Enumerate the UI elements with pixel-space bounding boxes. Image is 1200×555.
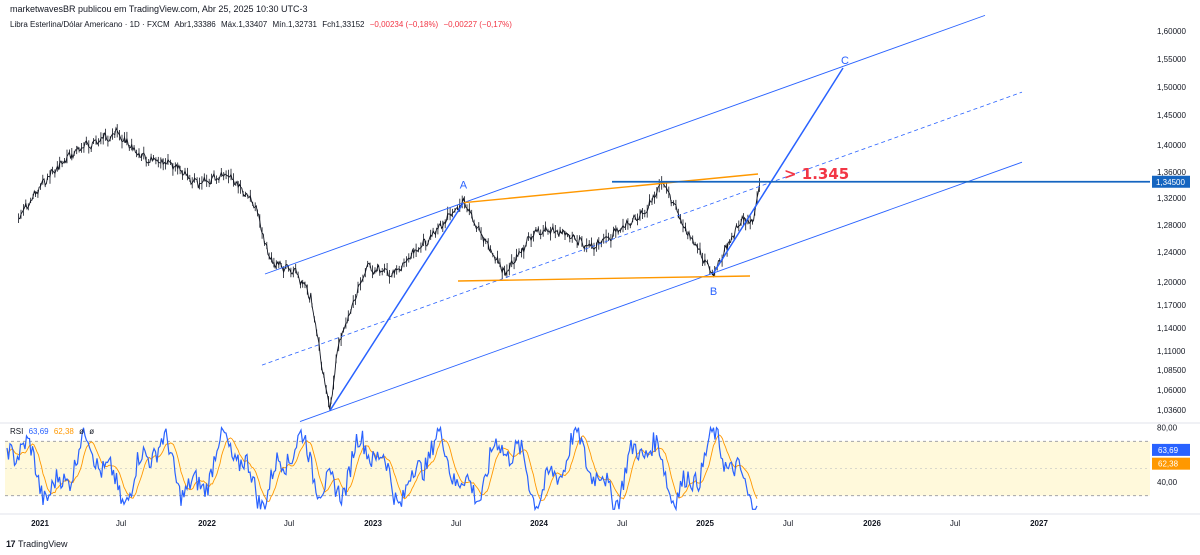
time-tick-label: 2026 xyxy=(863,519,881,528)
wave-leg-c xyxy=(712,67,844,274)
main-pane: 1,60000 1,55000 1,50000 1,45000 1,40000 1,360… xyxy=(0,14,1200,515)
rsi-value: 63,69 xyxy=(28,427,49,436)
time-tick-label: 2025 xyxy=(696,519,714,528)
rsi-value-box xyxy=(1152,443,1190,456)
price-line xyxy=(18,126,760,410)
ohlc-close: Fch1,33152 xyxy=(322,20,365,29)
rsi-extra-1: ø xyxy=(79,427,84,436)
wave-label-c: C xyxy=(841,55,849,67)
price-tick-label: 1,14000 xyxy=(1157,324,1186,333)
candle-series xyxy=(18,124,760,410)
time-tick-label: 2022 xyxy=(198,519,216,528)
time-tick-label: Jul xyxy=(451,519,461,528)
price-tick-label: 1,55000 xyxy=(1157,55,1186,64)
price-label-box xyxy=(1152,175,1190,188)
price-tick-label: 1,08500 xyxy=(1157,366,1186,375)
footer: 17 TradingView xyxy=(6,539,68,549)
price-tick-label: 1,60000 xyxy=(1157,27,1186,36)
channel-lower-line xyxy=(299,161,1023,422)
time-tick-label: Jul xyxy=(116,519,126,528)
price-tick-label: 1,40000 xyxy=(1157,141,1186,150)
rsi-line xyxy=(6,425,758,512)
price-tick-label: 1,50000 xyxy=(1157,83,1186,92)
price-tick-label: 1,28000 xyxy=(1157,221,1186,230)
rsi-extra-2: ø xyxy=(89,427,95,436)
ohlc-open: Abr1,33386 xyxy=(174,20,216,29)
symbol-bar: Libra Esterlina/Dólar Americano · 1D · F… xyxy=(10,20,515,29)
ohlc-high: Máx.1,33407 xyxy=(221,20,268,29)
time-tick-label: 2021 xyxy=(31,519,49,528)
rsi-pane: 80,00 40,00 63,69 62,38 xyxy=(5,424,1190,512)
ohlc-low: Mín.1,32731 xyxy=(272,20,317,29)
triangle-lower-line xyxy=(457,275,751,282)
rsi-legend[interactable]: RSI 63,69 62,38 ø ø xyxy=(10,427,97,436)
channel-upper-line xyxy=(264,14,986,275)
time-tick-label: Jul xyxy=(284,519,294,528)
price-tick-label: 1,45000 xyxy=(1157,111,1186,120)
price-tick-label: 1,32000 xyxy=(1157,194,1186,203)
price-tick-label: 1,36000 xyxy=(1157,168,1186,177)
tradingview-logo-icon: 17 xyxy=(6,539,16,549)
time-tick-label: 2027 xyxy=(1030,519,1048,528)
rsi-tick-label: 80,00 xyxy=(1157,424,1178,433)
time-tick-label: 2024 xyxy=(530,519,548,528)
rsi-ma-value-box xyxy=(1152,457,1190,470)
triangle-upper-line xyxy=(463,173,759,204)
rsi-ma-value-label: 62,38 xyxy=(1158,460,1179,469)
time-tick-label: Jul xyxy=(617,519,627,528)
time-tick-label: 2023 xyxy=(364,519,382,528)
channel-mid-line xyxy=(261,91,1023,366)
time-tick-label: Jul xyxy=(783,519,793,528)
target-annotation: > 1.345 xyxy=(784,165,849,183)
price-tick-label: 1,24000 xyxy=(1157,248,1186,257)
ohlc-change: −0,00234 (−0,18%) xyxy=(369,20,439,29)
publisher-line: marketwavesBR publicou em TradingView.co… xyxy=(10,4,308,14)
price-tick-label: 1,20000 xyxy=(1157,278,1186,287)
rsi-ma-value: 62,38 xyxy=(53,427,74,436)
rsi-tick-label: 40,00 xyxy=(1157,478,1178,487)
time-axis: 2021 Jul 2022 Jul 2023 Jul 2024 Jul 2025 Jul 2026 J… xyxy=(31,519,1048,528)
ohlc-change-2: −0,00227 (−0,17%) xyxy=(443,20,512,29)
rsi-label: RSI xyxy=(10,427,24,436)
price-tick-label: 1,17000 xyxy=(1157,301,1186,310)
time-tick-label: Jul xyxy=(950,519,960,528)
price-tick-label: 1,11000 xyxy=(1157,347,1186,356)
price-tick-label: 1,06000 xyxy=(1157,386,1186,395)
footer-brand: TradingView xyxy=(18,539,68,549)
symbol-name[interactable]: Libra Esterlina/Dólar Americano · 1D · F… xyxy=(10,20,170,29)
wave-label-b: B xyxy=(710,286,717,298)
wave-label-a: A xyxy=(460,180,468,192)
rsi-value-label: 63,69 xyxy=(1158,446,1179,455)
price-label: 1,34500 xyxy=(1156,178,1185,187)
wave-leg-a xyxy=(329,202,465,412)
price-tick-label: 1,03600 xyxy=(1157,406,1186,415)
